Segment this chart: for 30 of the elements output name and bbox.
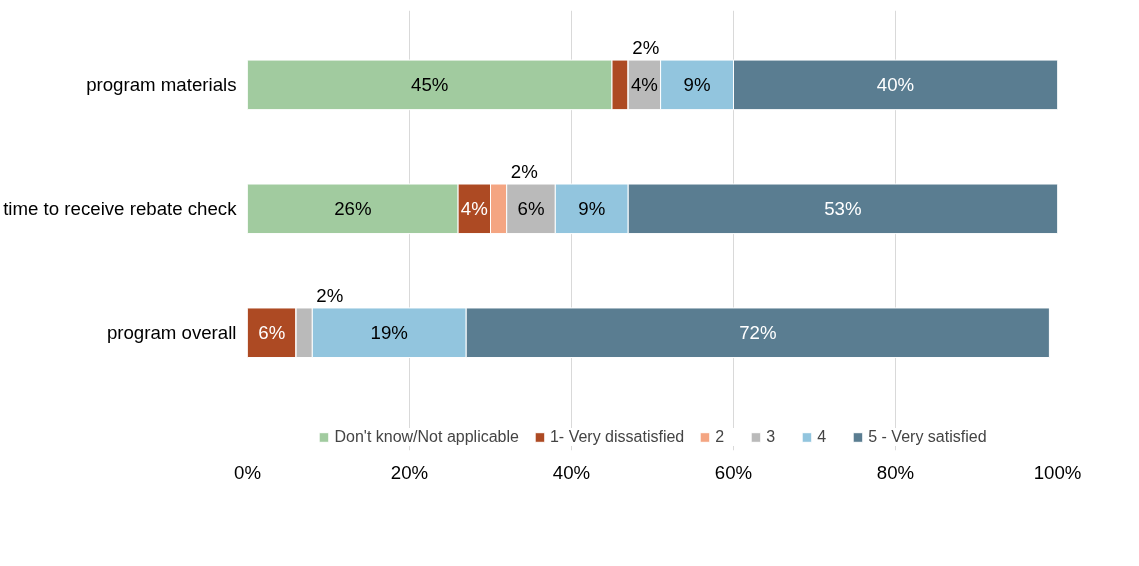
x-tick-label: 0% bbox=[234, 461, 261, 483]
x-tick-label: 60% bbox=[714, 461, 753, 483]
y-tick-label: time to receive rebate check bbox=[3, 198, 238, 220]
legend-label: 2 bbox=[715, 428, 726, 446]
legend-label: Don't know/Not applicable bbox=[334, 428, 519, 446]
data-label: 6% bbox=[517, 198, 545, 220]
data-label: 2% bbox=[510, 161, 538, 183]
data-label: 40% bbox=[876, 74, 915, 96]
data-label: 26% bbox=[334, 198, 372, 220]
legend-label: 5 - Very satisfied bbox=[868, 428, 987, 446]
data-label: 6% bbox=[258, 322, 286, 344]
data-label: 4% bbox=[630, 74, 658, 96]
data-label: 2% bbox=[316, 285, 344, 307]
data-label: 4% bbox=[460, 198, 488, 220]
y-tick-label: program materials bbox=[86, 74, 237, 96]
data-label: 2% bbox=[632, 37, 660, 59]
x-tick-label: 40% bbox=[552, 461, 591, 483]
x-tick-label: 80% bbox=[876, 461, 915, 483]
y-tick-label: program overall bbox=[106, 322, 237, 344]
x-tick-label: 100% bbox=[1033, 461, 1082, 483]
legend-label: 4 bbox=[817, 428, 828, 446]
data-label: 72% bbox=[739, 322, 777, 344]
data-label: 9% bbox=[683, 74, 711, 96]
data-label: 9% bbox=[578, 198, 606, 220]
legend-label: 1- Very dissatisfied bbox=[549, 428, 685, 446]
legend-label: 3 bbox=[766, 428, 777, 446]
data-label: 53% bbox=[824, 198, 862, 220]
data-label: 19% bbox=[370, 322, 408, 344]
data-label: 45% bbox=[411, 74, 449, 96]
x-tick-label: 20% bbox=[390, 461, 429, 483]
